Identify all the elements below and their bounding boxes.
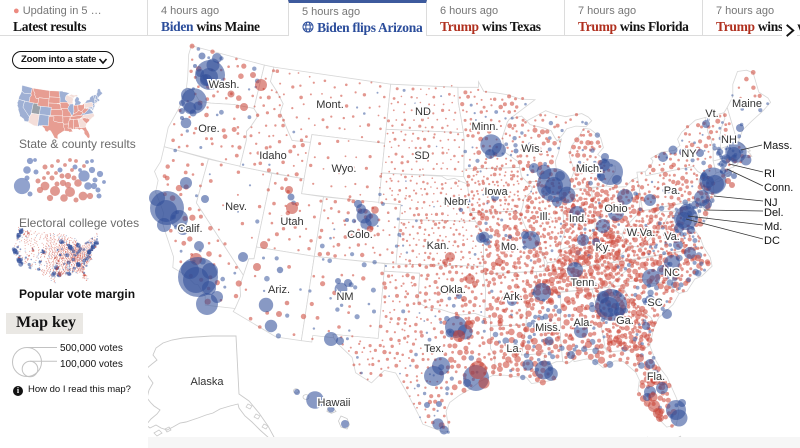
svg-text:Ark.: Ark. [503,291,523,303]
svg-text:Idaho: Idaho [259,150,287,162]
svg-text:Ohio: Ohio [604,203,627,215]
svg-text:Ariz.: Ariz. [268,284,290,296]
svg-text:Miss.: Miss. [535,322,561,334]
svg-text:Ill.: Ill. [540,211,551,223]
svg-text:Okla.: Okla. [440,284,466,296]
svg-text:Kan.: Kan. [427,240,450,252]
svg-text:Va.: Va. [664,231,680,243]
svg-text:Ga.: Ga. [616,315,634,327]
svg-text:NY: NY [681,148,697,160]
svg-text:Utah: Utah [280,216,303,228]
svg-text:Maine: Maine [732,98,762,110]
svg-text:Alaska: Alaska [190,376,224,388]
svg-text:Nev.: Nev. [225,201,247,213]
svg-text:Ky.: Ky. [595,242,610,254]
svg-text:Tenn.: Tenn. [571,277,598,289]
svg-text:Mont.: Mont. [316,99,344,111]
svg-text:Conn.: Conn. [764,182,793,194]
svg-text:La.: La. [506,343,521,355]
svg-text:NC: NC [664,267,680,279]
svg-text:Del.: Del. [764,207,784,219]
svg-text:Mass.: Mass. [763,140,792,152]
svg-text:Iowa: Iowa [484,186,508,198]
svg-text:W.Va.: W.Va. [627,227,656,239]
svg-text:Calif.: Calif. [177,223,202,235]
svg-text:RI: RI [764,168,775,180]
svg-text:Wash.: Wash. [209,79,240,91]
svg-text:Wis.: Wis. [521,143,542,155]
svg-text:Hawaii: Hawaii [317,397,350,409]
svg-text:Ind.: Ind. [569,213,587,225]
svg-text:Nebr.: Nebr. [444,196,470,208]
svg-text:500,000 votes: 500,000 votes [60,343,123,354]
svg-text:Fla.: Fla. [647,371,665,383]
svg-text:Ore.: Ore. [198,123,219,135]
svg-text:NM: NM [336,291,353,303]
svg-text:Mo.: Mo. [501,241,519,253]
svg-text:NJ: NJ [764,197,777,209]
svg-text:ND: ND [415,106,431,118]
svg-text:NH: NH [721,134,737,146]
svg-text:Wyo.: Wyo. [332,163,357,175]
svg-text:Md.: Md. [764,221,782,233]
svg-text:SD: SD [414,150,429,162]
svg-text:Vt.: Vt. [705,108,718,120]
svg-text:SC: SC [647,297,662,309]
svg-text:Colo.: Colo. [347,229,373,241]
svg-text:DC: DC [764,235,780,247]
svg-text:Pa.: Pa. [664,185,681,197]
svg-text:Minn.: Minn. [472,121,499,133]
svg-text:100,000 votes: 100,000 votes [60,359,123,370]
svg-text:Tex.: Tex. [424,343,444,355]
svg-text:Mich.: Mich. [576,163,602,175]
svg-text:Ala.: Ala. [574,317,593,329]
